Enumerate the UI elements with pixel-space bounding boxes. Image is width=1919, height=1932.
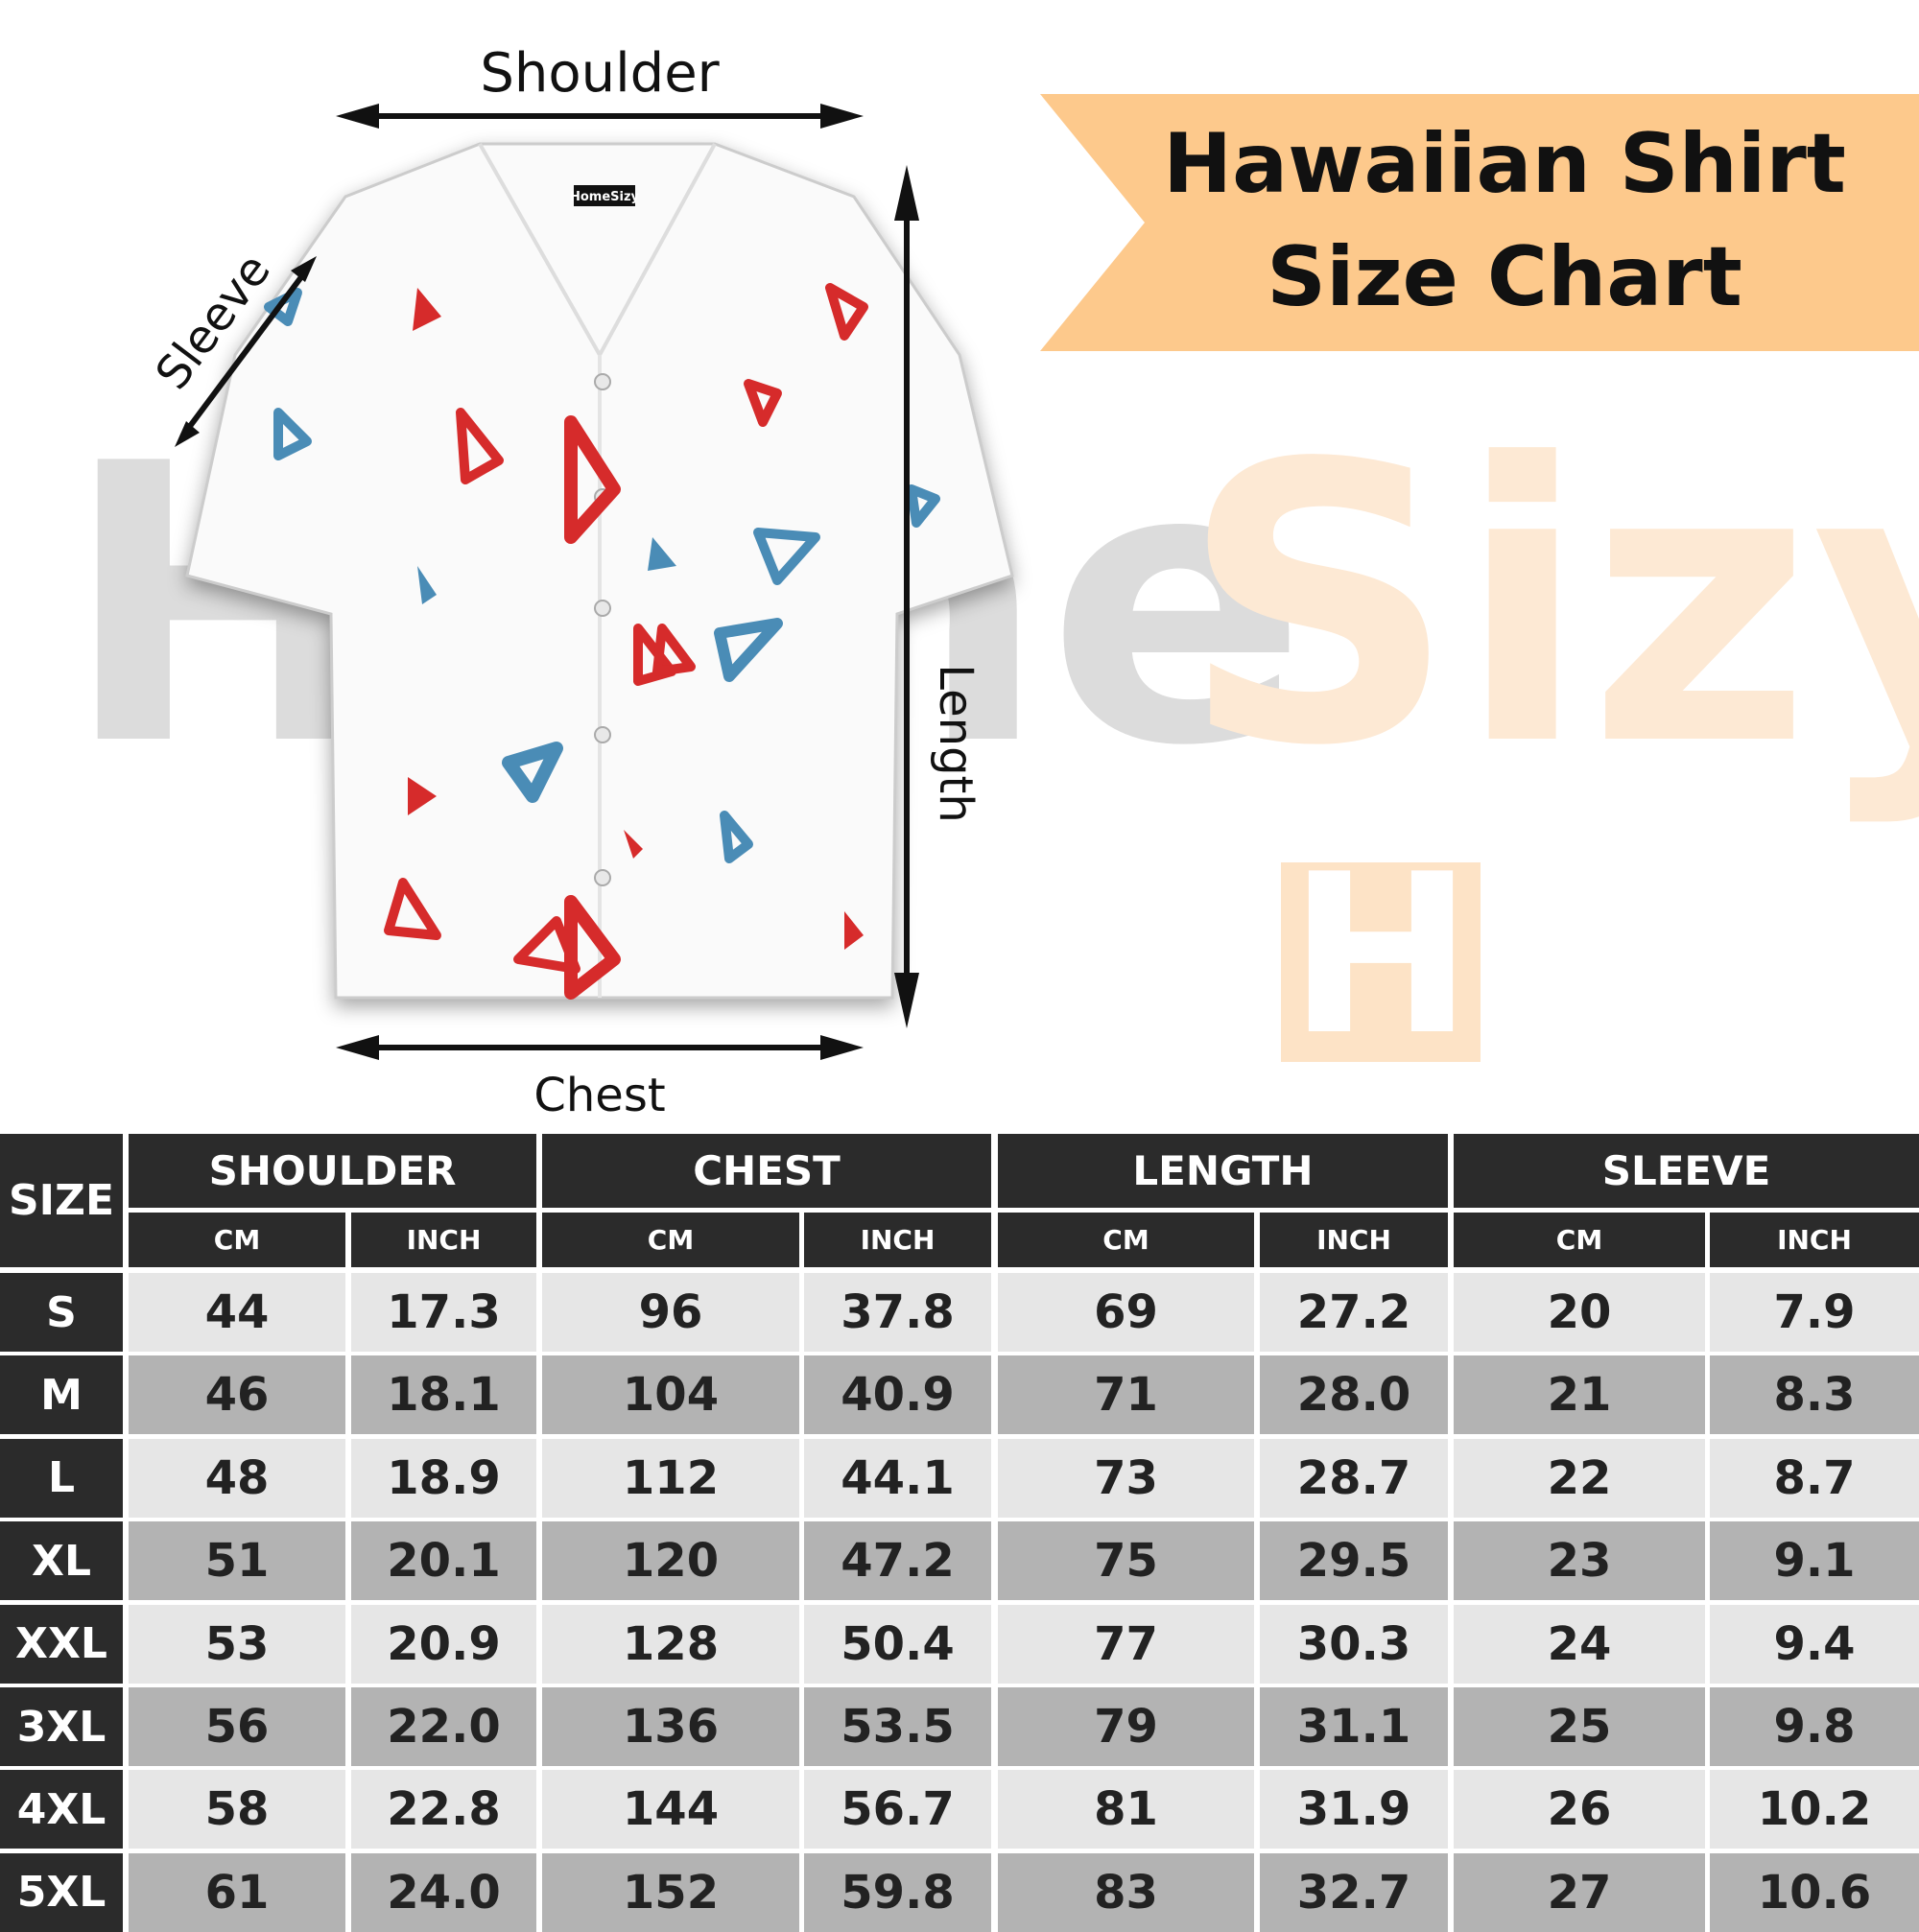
value-cell: 152 [542,1852,799,1932]
value-cell: 24.0 [351,1852,536,1932]
unit-header: INCH [804,1213,991,1267]
value-cell: 136 [542,1687,799,1766]
value-cell: 75 [998,1521,1254,1601]
value-cell: 47.2 [804,1521,991,1601]
value-cell: 104 [542,1355,799,1435]
value-cell: 96 [542,1273,799,1352]
value-cell: 120 [542,1521,799,1601]
value-cell: 53 [129,1604,345,1684]
size-header: SIZE [0,1134,123,1267]
value-cell: 22.8 [351,1770,536,1850]
size-cell: M [0,1355,123,1435]
value-cell: 144 [542,1770,799,1850]
group-header: CHEST [542,1134,991,1208]
unit-header: INCH [1710,1213,1919,1267]
value-cell: 25 [1454,1687,1705,1766]
unit-header: CM [542,1213,799,1267]
value-cell: 37.8 [804,1273,991,1352]
group-header: SLEEVE [1454,1134,1919,1208]
logo-letter: H [1289,828,1474,1084]
value-cell: 23 [1454,1521,1705,1601]
length-label: Length [929,664,983,823]
watermark-orange: Sizy [1180,384,1919,830]
value-cell: 59.8 [804,1852,991,1932]
value-cell: 69 [998,1273,1254,1352]
size-cell: XXL [0,1604,123,1684]
value-cell: 10.2 [1710,1770,1919,1850]
title-banner [1040,94,1919,351]
value-cell: 24 [1454,1604,1705,1684]
unit-header: CM [998,1213,1254,1267]
unit-header: CM [1454,1213,1705,1267]
value-cell: 44.1 [804,1438,991,1518]
value-cell: 17.3 [351,1273,536,1352]
value-cell: 58 [129,1770,345,1850]
value-cell: 21 [1454,1355,1705,1435]
value-cell: 31.1 [1260,1687,1448,1766]
value-cell: 7.9 [1710,1273,1919,1352]
value-cell: 56 [129,1687,345,1766]
logo-box [1281,862,1481,1062]
unit-header: INCH [1260,1213,1448,1267]
value-cell: 32.7 [1260,1852,1448,1932]
value-cell: 27.2 [1260,1273,1448,1352]
value-cell: 22.0 [351,1687,536,1766]
value-cell: 18.1 [351,1355,536,1435]
brand-tag: HomeSizy [570,190,640,204]
value-cell: 128 [542,1604,799,1684]
value-cell: 10.6 [1710,1852,1919,1932]
value-cell: 20 [1454,1273,1705,1352]
value-cell: 30.3 [1260,1604,1448,1684]
value-cell: 83 [998,1852,1254,1932]
value-cell: 112 [542,1438,799,1518]
value-cell: 71 [998,1355,1254,1435]
illustration: Home Sizy H Hawaiian Shirt Size Chart Ho… [62,42,1919,1122]
size-cell: S [0,1273,123,1352]
value-cell: 29.5 [1260,1521,1448,1601]
value-cell: 26 [1454,1770,1705,1850]
value-cell: 53.5 [804,1687,991,1766]
value-cell: 40.9 [804,1355,991,1435]
value-cell: 9.8 [1710,1687,1919,1766]
shirt: HomeSizy [185,142,1014,1000]
value-cell: 79 [998,1687,1254,1766]
value-cell: 18.9 [351,1438,536,1518]
unit-header: CM [129,1213,345,1267]
title: Hawaiian Shirt [1163,116,1846,212]
title: Size Chart [1267,229,1742,325]
group-header: LENGTH [998,1134,1448,1208]
value-cell: 56.7 [804,1770,991,1850]
value-cell: 31.9 [1260,1770,1448,1850]
chest-label: Chest [533,1069,665,1122]
value-cell: 27 [1454,1852,1705,1932]
size-cell: XL [0,1521,123,1601]
value-cell: 81 [998,1770,1254,1850]
size-cell: 3XL [0,1687,123,1766]
value-cell: 44 [129,1273,345,1352]
shoulder-label: Shoulder [480,42,720,105]
measure-arrows [175,104,919,1060]
value-cell: 77 [998,1604,1254,1684]
unit-header: INCH [351,1213,536,1267]
value-cell: 48 [129,1438,345,1518]
value-cell: 8.7 [1710,1438,1919,1518]
value-cell: 22 [1454,1438,1705,1518]
value-cell: 61 [129,1852,345,1932]
value-cell: 20.9 [351,1604,536,1684]
value-cell: 9.4 [1710,1604,1919,1684]
value-cell: 73 [998,1438,1254,1518]
size-cell: 5XL [0,1852,123,1932]
value-cell: 28.7 [1260,1438,1448,1518]
value-cell: 46 [129,1355,345,1435]
value-cell: 9.1 [1710,1521,1919,1601]
value-cell: 50.4 [804,1604,991,1684]
value-cell: 51 [129,1521,345,1601]
size-cell: 4XL [0,1770,123,1850]
value-cell: 8.3 [1710,1355,1919,1435]
value-cell: 28.0 [1260,1355,1448,1435]
value-cell: 20.1 [351,1521,536,1601]
group-header: SHOULDER [129,1134,536,1208]
size-cell: L [0,1438,123,1518]
